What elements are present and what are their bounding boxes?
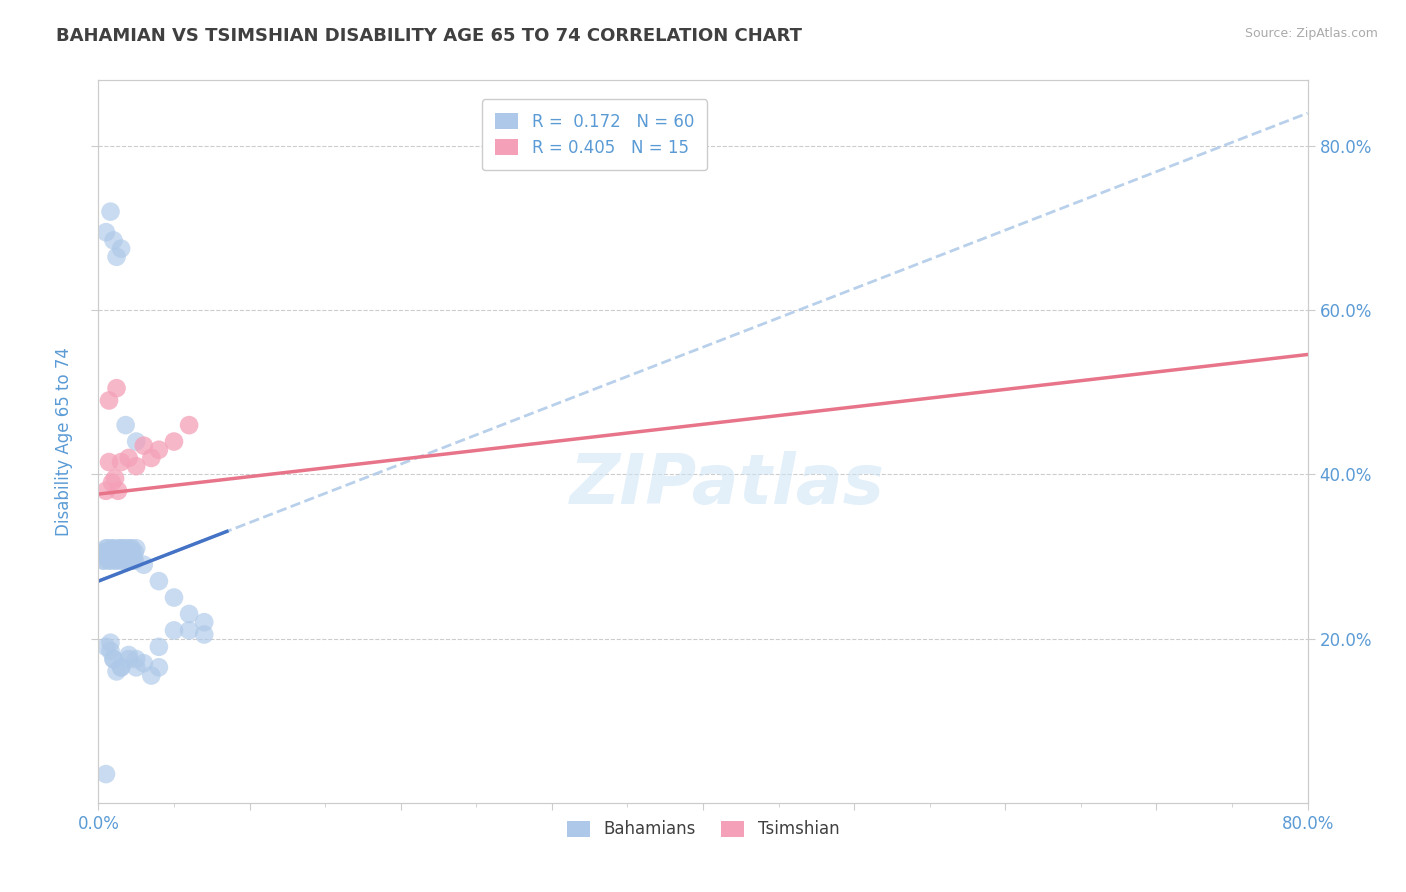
Point [141, 450, 163, 465]
Point [107, 483, 129, 498]
Point [148, 640, 170, 654]
Point [121, 541, 143, 556]
Point [115, 549, 138, 564]
Point [105, 545, 128, 559]
Point [103, 545, 125, 559]
Point [100, 636, 122, 650]
Point [101, 475, 124, 490]
Text: ZIPatlas: ZIPatlas [569, 451, 884, 518]
Point [104, 549, 127, 564]
Point [125, 660, 148, 674]
Point [122, 549, 145, 564]
Point [118, 545, 141, 559]
Point [114, 418, 136, 433]
Text: BAHAMIAN VS TSIMSHIAN DISABILITY AGE 65 TO 74 CORRELATION CHART: BAHAMIAN VS TSIMSHIAN DISABILITY AGE 65 … [56, 27, 803, 45]
Point [120, 541, 142, 556]
Point [118, 652, 141, 666]
Point [163, 434, 186, 449]
Point [91, 545, 114, 559]
Point [93, 553, 115, 567]
Point [96, 541, 118, 556]
Point [105, 381, 128, 395]
Point [148, 660, 170, 674]
Point [96, 549, 118, 564]
Point [108, 541, 131, 556]
Point [125, 541, 148, 556]
Point [98, 553, 121, 567]
Point [141, 668, 163, 682]
Point [94, 640, 117, 654]
Point [100, 644, 122, 658]
Point [110, 660, 132, 674]
Point [124, 553, 146, 567]
Point [110, 660, 132, 674]
Point [118, 553, 141, 567]
Point [107, 545, 129, 559]
Point [101, 541, 124, 556]
Point [94, 483, 117, 498]
Point [111, 545, 134, 559]
Point [103, 652, 125, 666]
Point [112, 541, 135, 556]
Point [179, 624, 201, 638]
Point [100, 204, 122, 219]
Point [132, 439, 155, 453]
Point [132, 657, 155, 671]
Point [115, 553, 138, 567]
Point [118, 450, 141, 465]
Point [105, 665, 128, 679]
Point [104, 471, 127, 485]
Point [101, 549, 124, 564]
Point [100, 553, 122, 567]
Point [120, 549, 142, 564]
Point [118, 648, 141, 662]
Point [105, 250, 128, 264]
Point [93, 545, 115, 559]
Point [98, 455, 121, 469]
Point [179, 607, 201, 621]
Legend: Bahamians, Tsimshian: Bahamians, Tsimshian [560, 814, 846, 845]
Point [110, 549, 132, 564]
Y-axis label: Disability Age 65 to 74: Disability Age 65 to 74 [55, 347, 73, 536]
Point [103, 233, 125, 247]
Point [100, 545, 122, 559]
Point [94, 549, 117, 564]
Point [94, 767, 117, 781]
Point [110, 553, 132, 567]
Point [114, 541, 136, 556]
Point [103, 652, 125, 666]
Point [148, 442, 170, 457]
Point [193, 615, 215, 630]
Point [124, 545, 146, 559]
Point [94, 541, 117, 556]
Point [163, 624, 186, 638]
Point [110, 242, 132, 256]
Point [121, 545, 143, 559]
Point [94, 225, 117, 239]
Point [125, 459, 148, 474]
Point [125, 434, 148, 449]
Point [108, 541, 131, 556]
Point [98, 393, 121, 408]
Point [125, 652, 148, 666]
Point [104, 553, 127, 567]
Point [103, 541, 125, 556]
Point [111, 553, 134, 567]
Point [98, 545, 121, 559]
Point [91, 553, 114, 567]
Point [193, 627, 215, 641]
Point [112, 549, 135, 564]
Point [110, 455, 132, 469]
Point [107, 549, 129, 564]
Point [163, 591, 186, 605]
Point [148, 574, 170, 588]
Point [114, 545, 136, 559]
Point [132, 558, 155, 572]
Point [179, 418, 201, 433]
Point [122, 553, 145, 567]
Point [105, 553, 128, 567]
Text: Source: ZipAtlas.com: Source: ZipAtlas.com [1244, 27, 1378, 40]
